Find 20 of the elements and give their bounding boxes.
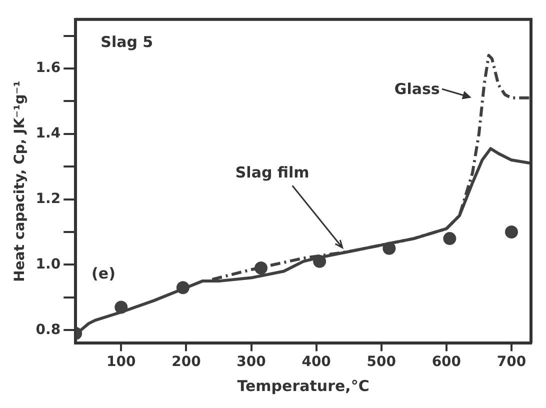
annotation: Slag 5 [100,32,154,51]
y-tick-label: 1.6 [36,60,61,76]
y-tick-label: 1.0 [36,256,61,272]
y-tick-label: 0.8 [36,322,61,338]
x-axis-title: Temperature,°C [237,376,370,395]
y-tick-label: 1.2 [36,190,61,207]
x-tick-label: 300 [236,354,266,370]
x-tick-label: 400 [302,354,332,370]
x-tick-label: 700 [496,354,526,370]
annotation: (e) [92,264,116,282]
x-tick-label: 200 [172,354,202,370]
point [443,232,456,246]
y-axis-title: Heat capacity, Cp, JK⁻¹g⁻¹ [12,80,28,282]
point [504,225,518,238]
annotation: Slag film [235,164,310,182]
x-tick-label: 600 [432,354,462,370]
x-tick-label: 500 [366,354,396,370]
x-tick-label: 100 [106,354,136,370]
annotation: Glass [394,80,440,98]
y-tick-label: 1.4 [36,126,61,142]
